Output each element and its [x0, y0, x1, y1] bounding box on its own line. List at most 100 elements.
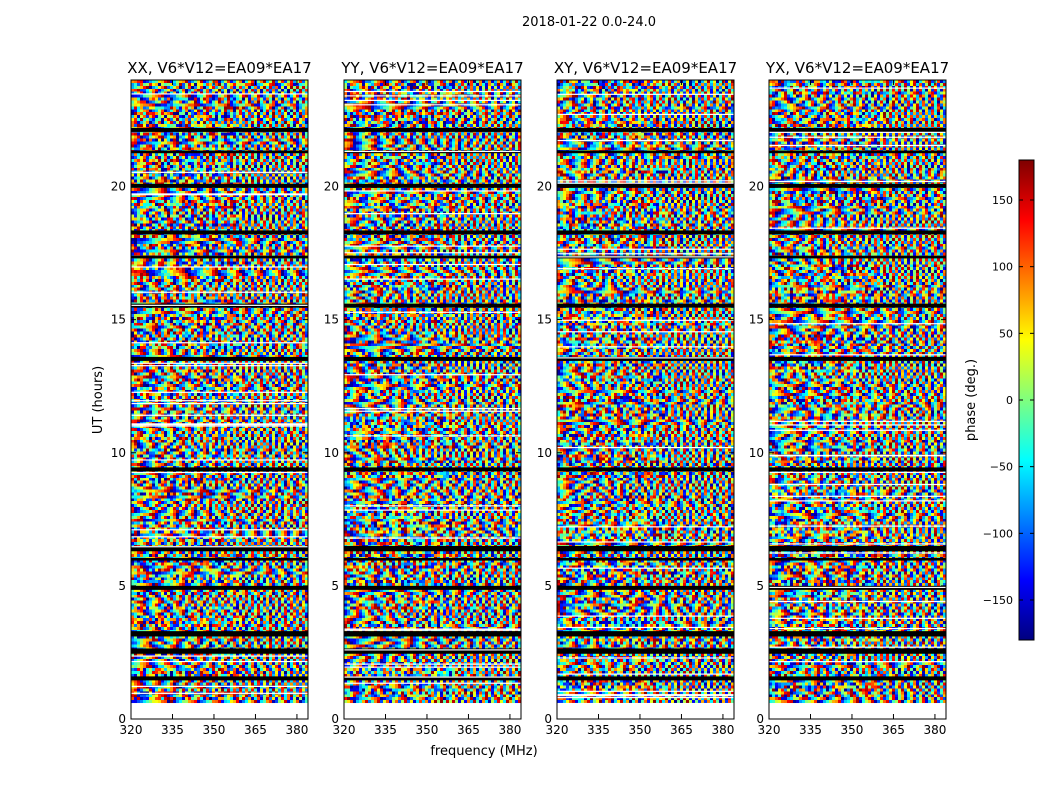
- flagged-line: [557, 702, 734, 705]
- x-tick-label: 335: [161, 723, 184, 737]
- flagged-line: [769, 180, 946, 182]
- flagged-line: [344, 509, 521, 511]
- phase-heatmap: [769, 80, 946, 704]
- flagged-line: [344, 682, 521, 684]
- flagged-band: [131, 676, 308, 681]
- flagged-line: [344, 150, 521, 153]
- flagged-line: [344, 666, 521, 668]
- flagged-line: [769, 471, 946, 474]
- flagged-line: [131, 655, 308, 657]
- flagged-line: [131, 400, 308, 402]
- y-tick-label: 10: [537, 446, 552, 460]
- panel-title: YY, V6*V12=EA09*EA17: [340, 59, 523, 77]
- y-tick-label: 5: [544, 579, 552, 593]
- flagged-band: [344, 356, 521, 361]
- y-tick-label: 0: [118, 712, 126, 726]
- x-tick-label: 320: [758, 723, 781, 737]
- colorbar-tick-label: 0: [1006, 394, 1013, 407]
- flagged-line: [769, 131, 946, 133]
- flagged-line: [557, 567, 734, 569]
- flagged-band: [131, 631, 308, 637]
- flagged-line: [557, 696, 734, 699]
- y-tick-label: 15: [537, 313, 552, 327]
- flagged-line: [769, 420, 946, 422]
- flagged-line: [769, 455, 946, 457]
- flagged-line: [344, 676, 521, 678]
- flagged-line: [769, 424, 946, 426]
- flagged-band: [131, 467, 308, 472]
- flagged-band: [344, 303, 521, 308]
- y-tick-label: 10: [749, 446, 764, 460]
- flagged-band: [557, 557, 734, 561]
- flagged-band: [769, 150, 946, 154]
- flagged-band: [557, 631, 734, 637]
- x-tick-label: 350: [841, 723, 864, 737]
- flagged-band: [131, 127, 308, 132]
- flagged-line: [344, 263, 521, 266]
- flagged-band: [557, 676, 734, 681]
- flagged-band: [344, 230, 521, 235]
- y-tick-label: 5: [756, 579, 764, 593]
- y-tick-label: 15: [111, 313, 126, 327]
- flagged-band: [131, 150, 308, 154]
- flagged-band: [769, 676, 946, 681]
- flagged-band: [344, 127, 521, 132]
- flagged-line: [769, 227, 946, 229]
- flagged-line: [557, 695, 734, 697]
- flagged-line: [557, 626, 734, 629]
- panel-title: XY, V6*V12=EA09*EA17: [554, 59, 737, 77]
- x-tick-label: 320: [546, 723, 569, 737]
- flagged-line: [557, 657, 734, 659]
- flagged-line: [344, 213, 521, 215]
- y-tick-label: 15: [749, 313, 764, 327]
- flagged-band: [131, 648, 308, 654]
- phase-heatmap: [557, 80, 734, 704]
- x-tick-label: 380: [923, 723, 946, 737]
- flagged-line: [769, 323, 946, 325]
- phase-heatmap: [131, 80, 308, 704]
- colorbar-tick-label: 100: [992, 261, 1013, 274]
- flagged-band: [131, 585, 308, 590]
- x-tick-label: 365: [457, 723, 480, 737]
- flagged-line: [131, 423, 308, 425]
- flagged-line: [769, 87, 946, 89]
- flagged-line: [769, 661, 946, 663]
- flagged-line: [769, 525, 946, 527]
- flagged-band: [557, 230, 734, 235]
- flagged-line: [131, 471, 308, 474]
- flagged-line: [769, 136, 946, 138]
- flagged-line: [769, 600, 946, 603]
- flagged-band: [344, 648, 521, 654]
- flagged-line: [344, 408, 521, 410]
- panel-2: YY, V6*V12=EA09*EA17 320 335 350 365 380 0 5 10 1…: [324, 59, 524, 737]
- flagged-line: [769, 495, 946, 497]
- flagged-line: [344, 537, 521, 539]
- panel-3: XY, V6*V12=EA09*EA17 320 335 350 365 380 0 5 10 1…: [537, 59, 737, 737]
- colorbar-tick-label: −150: [983, 594, 1013, 607]
- y-tick-label: 10: [111, 446, 126, 460]
- flagged-line: [131, 414, 308, 416]
- flagged-line: [131, 546, 308, 548]
- flagged-line: [131, 424, 308, 426]
- flagged-line: [131, 304, 308, 306]
- x-tick-label: 320: [333, 723, 356, 737]
- panel-frame: [130, 79, 309, 720]
- flagged-line: [344, 190, 521, 192]
- flagged-line: [769, 354, 946, 356]
- flagged-band: [344, 631, 521, 637]
- flagged-line: [131, 391, 308, 393]
- flagged-band: [557, 303, 734, 308]
- y-tick-label: 20: [537, 180, 552, 194]
- flagged-line: [557, 268, 734, 270]
- y-tick-label: 0: [331, 712, 339, 726]
- y-tick-label: 15: [324, 313, 339, 327]
- flagged-line: [557, 182, 734, 184]
- flagged-line: [131, 402, 308, 405]
- flagged-line: [769, 617, 946, 619]
- flagged-band: [557, 467, 734, 472]
- flagged-line: [131, 342, 308, 344]
- panel-frame: [768, 79, 947, 720]
- x-tick-label: 335: [374, 723, 397, 737]
- flagged-line: [769, 543, 946, 545]
